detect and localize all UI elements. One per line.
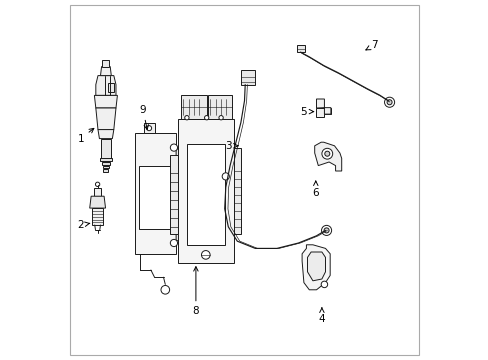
- Circle shape: [178, 227, 184, 234]
- Text: 1: 1: [77, 129, 94, 144]
- Circle shape: [321, 225, 331, 235]
- Bar: [102, 162, 110, 165]
- Bar: [102, 166, 109, 168]
- Text: 3: 3: [224, 141, 238, 151]
- Bar: [103, 169, 108, 172]
- Bar: [233, 148, 241, 234]
- Circle shape: [146, 126, 151, 131]
- Polygon shape: [96, 76, 116, 95]
- Bar: [134, 133, 176, 254]
- Circle shape: [178, 153, 184, 160]
- Text: 9: 9: [140, 105, 148, 130]
- Bar: [170, 155, 178, 234]
- Circle shape: [324, 228, 328, 233]
- Polygon shape: [302, 245, 329, 290]
- Circle shape: [95, 182, 100, 186]
- Bar: [102, 60, 109, 67]
- Polygon shape: [176, 220, 186, 241]
- Bar: [92, 208, 103, 225]
- Bar: [107, 83, 114, 92]
- Circle shape: [321, 148, 332, 159]
- Circle shape: [222, 173, 229, 180]
- Bar: [178, 119, 233, 263]
- Text: 4: 4: [318, 308, 325, 324]
- Bar: [324, 108, 330, 114]
- Text: 7: 7: [365, 40, 377, 50]
- Polygon shape: [316, 99, 330, 114]
- Circle shape: [321, 281, 327, 288]
- Polygon shape: [176, 146, 186, 167]
- Bar: [208, 95, 231, 119]
- Bar: [139, 166, 171, 229]
- Bar: [143, 123, 154, 133]
- Circle shape: [386, 100, 391, 105]
- Bar: [100, 158, 111, 161]
- Bar: [94, 188, 101, 196]
- Circle shape: [170, 239, 177, 247]
- Text: 2: 2: [77, 220, 89, 230]
- Circle shape: [219, 116, 223, 120]
- Polygon shape: [98, 130, 114, 139]
- Text: 6: 6: [312, 181, 319, 198]
- Polygon shape: [101, 67, 111, 76]
- Bar: [241, 70, 254, 85]
- Bar: [101, 139, 111, 158]
- Polygon shape: [89, 196, 105, 208]
- Circle shape: [170, 144, 177, 151]
- Text: 8: 8: [192, 267, 199, 316]
- Bar: [316, 108, 323, 117]
- Circle shape: [201, 251, 210, 259]
- Bar: [296, 45, 304, 52]
- Circle shape: [204, 116, 208, 120]
- Bar: [181, 95, 206, 119]
- Polygon shape: [314, 142, 341, 171]
- Bar: [186, 144, 225, 245]
- Circle shape: [161, 285, 169, 294]
- Circle shape: [184, 116, 189, 120]
- Polygon shape: [307, 252, 325, 281]
- Text: 5: 5: [300, 107, 313, 117]
- Circle shape: [324, 151, 329, 156]
- Polygon shape: [96, 108, 116, 130]
- Polygon shape: [94, 95, 117, 108]
- Circle shape: [384, 97, 394, 107]
